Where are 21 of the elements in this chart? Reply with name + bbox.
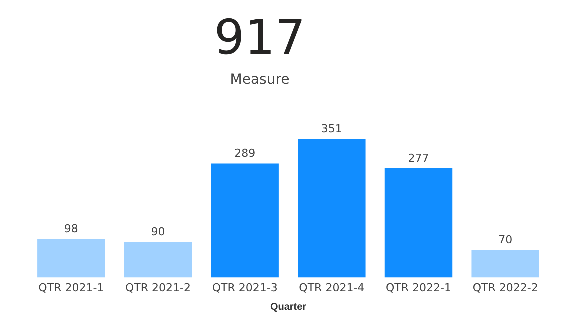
data-label: 70 xyxy=(498,234,513,247)
bar xyxy=(298,139,366,278)
x-tick-label: QTR 2021-4 xyxy=(299,281,365,294)
x-tick-label: QTR 2022-1 xyxy=(386,281,452,294)
data-label: 90 xyxy=(151,226,166,239)
x-tick-label: QTR 2021-2 xyxy=(126,281,191,294)
data-label: 277 xyxy=(408,152,430,165)
bar xyxy=(38,239,106,278)
data-label: 289 xyxy=(234,147,256,160)
data-label: 351 xyxy=(321,122,342,136)
x-tick-label: QTR 2021-3 xyxy=(212,281,278,294)
text: 917 xyxy=(213,9,307,68)
text: Measure xyxy=(229,72,291,88)
x-axis-title: Quarter xyxy=(270,302,307,313)
bar xyxy=(211,164,279,278)
x-tick-label: QTR 2021-1 xyxy=(38,281,104,294)
bar xyxy=(472,250,540,278)
data-label: 98 xyxy=(64,222,78,236)
bar xyxy=(124,242,192,278)
bar xyxy=(384,168,453,278)
x-tick-label: QTR 2022-2 xyxy=(472,281,538,294)
